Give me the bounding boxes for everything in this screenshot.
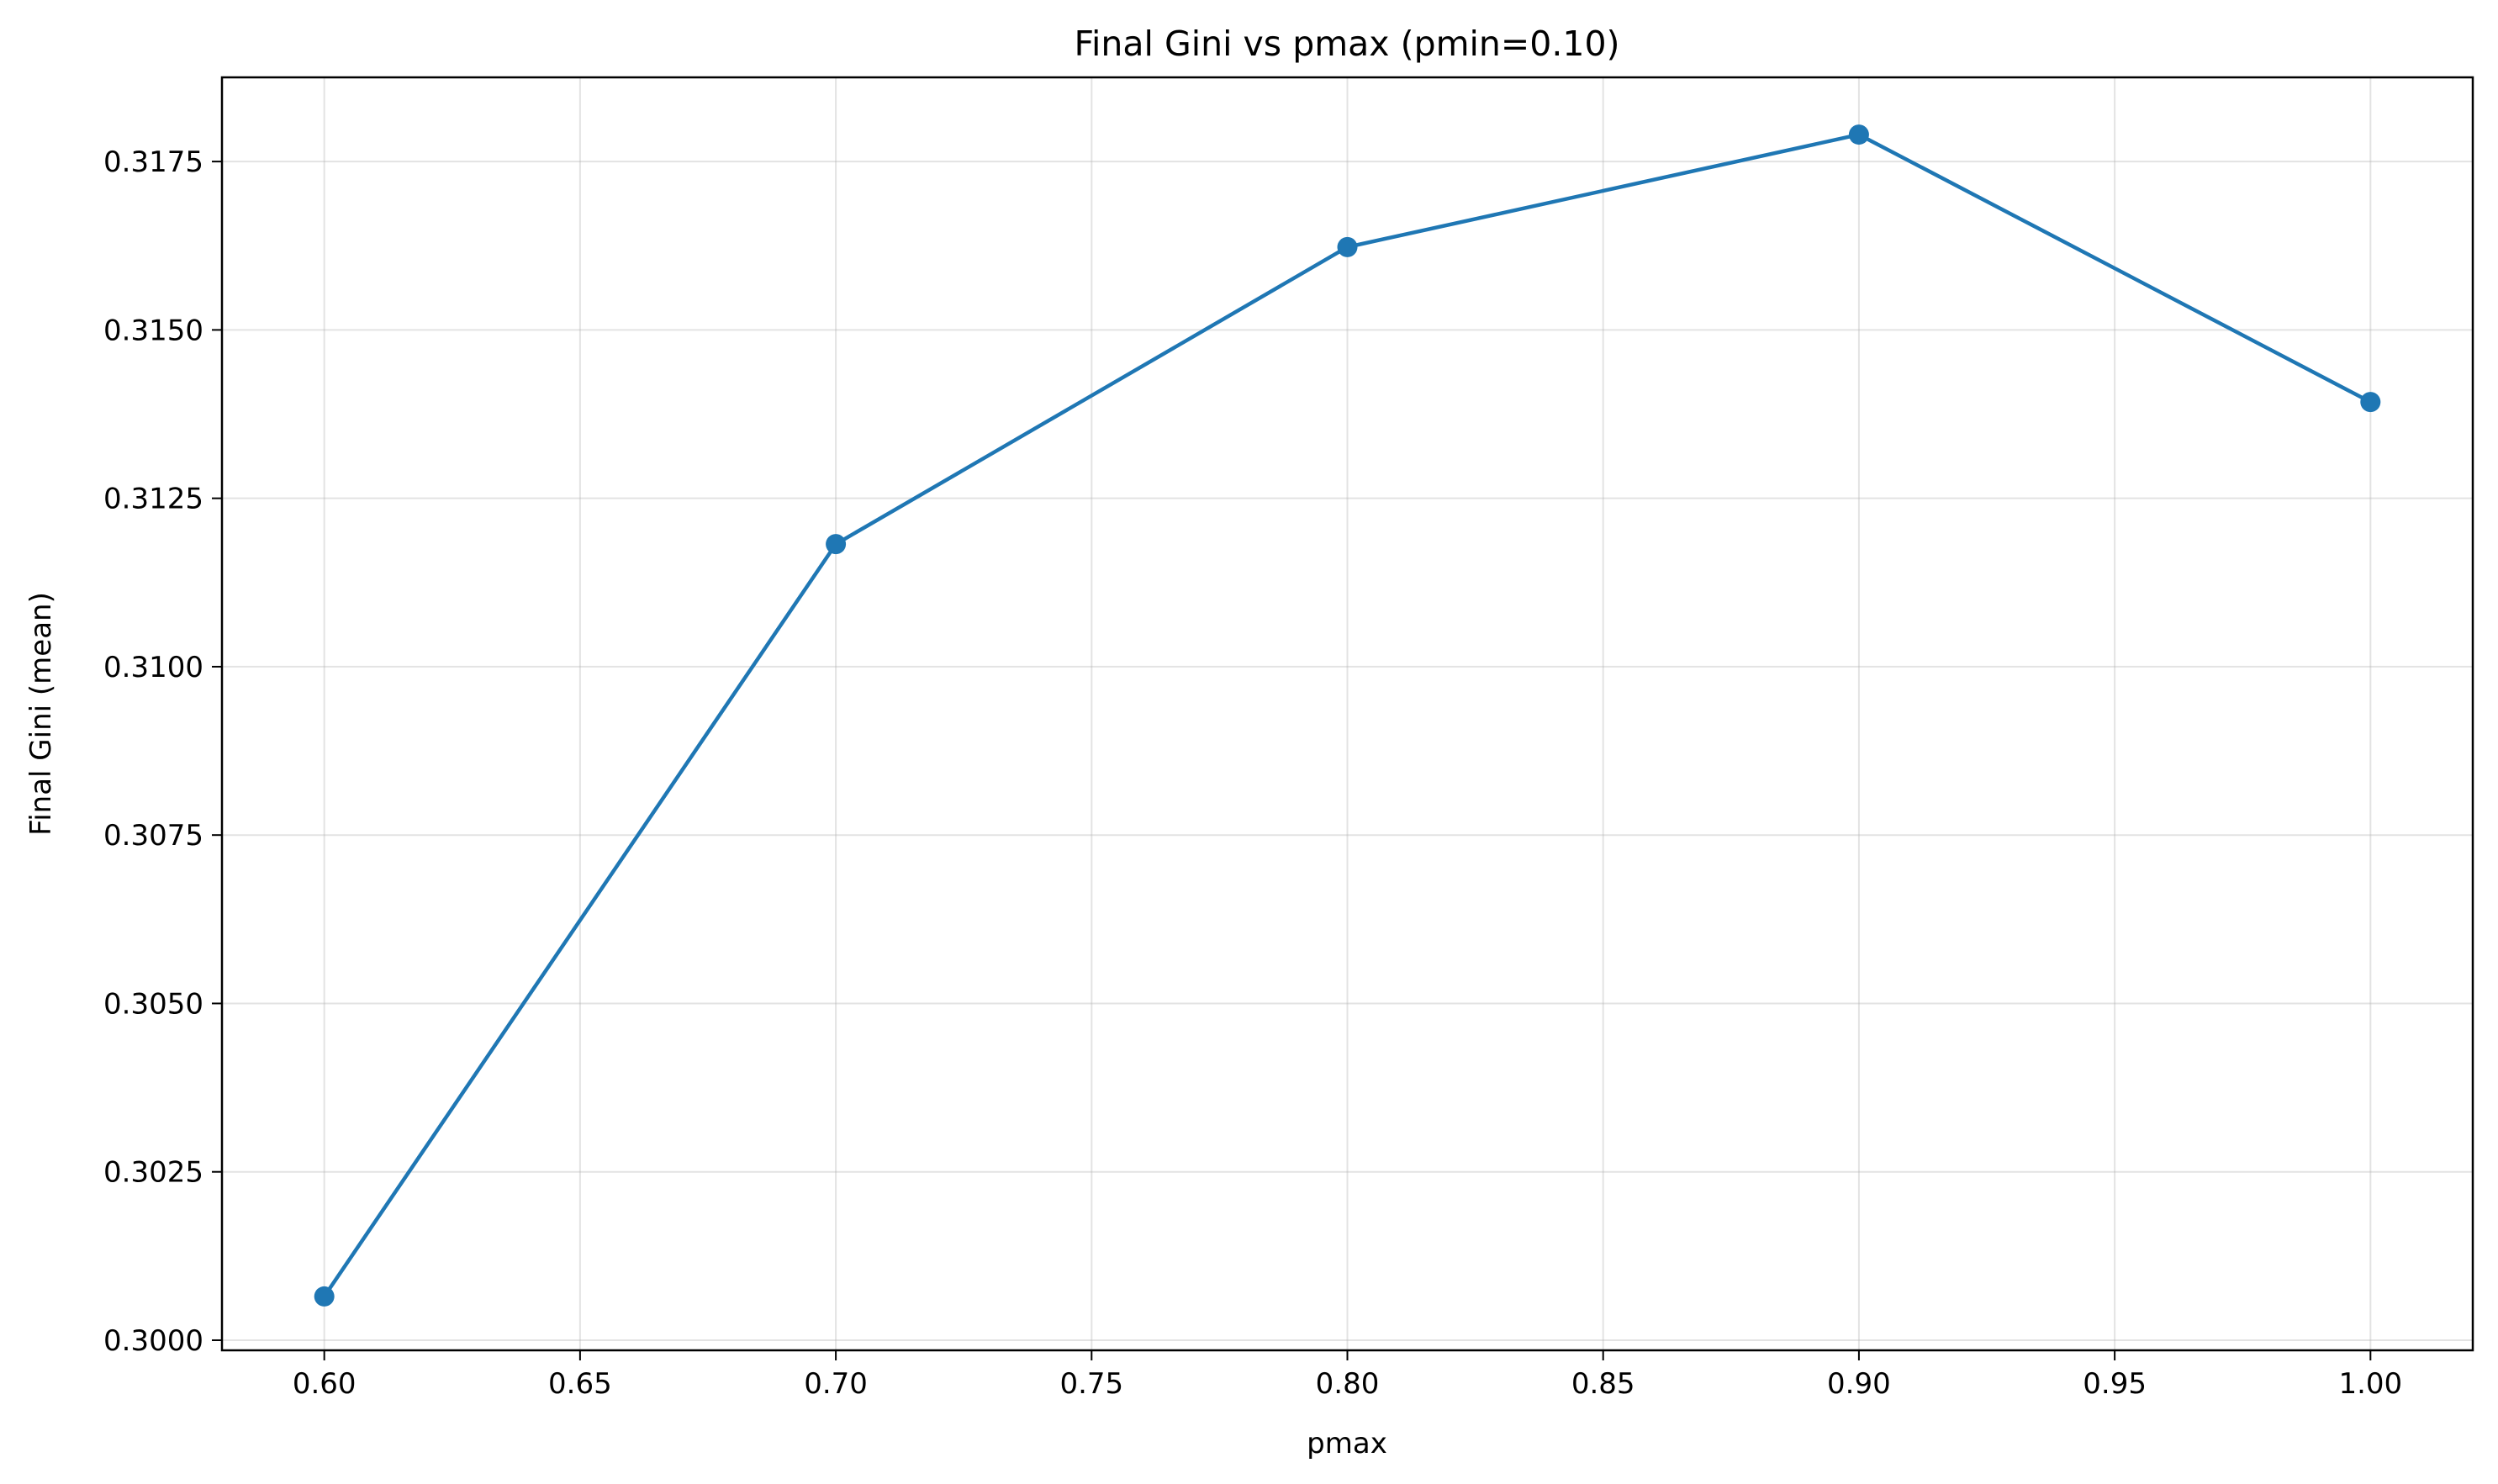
x-tick-label: 0.85 [1571, 1367, 1635, 1401]
y-axis-label: Final Gini (mean) [24, 592, 58, 836]
x-axis-ticks: 0.60 0.65 0.70 0.75 0.80 0.85 0.90 0.95 1.00 [293, 1350, 2402, 1401]
y-tick-label: 0.3000 [103, 1324, 203, 1358]
data-point [314, 1286, 335, 1307]
y-tick-label: 0.3150 [103, 314, 203, 347]
data-point [826, 534, 847, 555]
series-layer [314, 124, 2381, 1307]
y-tick-label: 0.3025 [103, 1156, 203, 1190]
x-tick-label: 1.00 [2338, 1367, 2402, 1401]
data-point [1337, 236, 1358, 257]
data-point [1848, 124, 1869, 145]
x-tick-label: 0.65 [548, 1367, 612, 1401]
y-tick-label: 0.3075 [103, 819, 203, 853]
chart-title: Final Gini vs pmax (pmin=0.10) [1074, 24, 1619, 64]
x-tick-label: 0.60 [293, 1367, 356, 1401]
y-tick-label: 0.3125 [103, 483, 203, 516]
y-tick-label: 0.3100 [103, 651, 203, 684]
data-point [2360, 392, 2381, 413]
y-axis-ticks: 0.3000 0.3025 0.3050 0.3075 0.3100 0.3125 0.31… [103, 145, 222, 1358]
x-axis-label: pmax [1307, 1427, 1387, 1460]
y-tick-label: 0.3050 [103, 987, 203, 1021]
x-tick-label: 0.95 [2083, 1367, 2147, 1401]
x-tick-label: 0.75 [1059, 1367, 1123, 1401]
x-tick-label: 0.80 [1316, 1367, 1380, 1401]
y-tick-label: 0.3175 [103, 145, 203, 179]
grid-lines [222, 77, 2473, 1350]
x-tick-label: 0.70 [804, 1367, 868, 1401]
x-tick-label: 0.90 [1827, 1367, 1891, 1401]
